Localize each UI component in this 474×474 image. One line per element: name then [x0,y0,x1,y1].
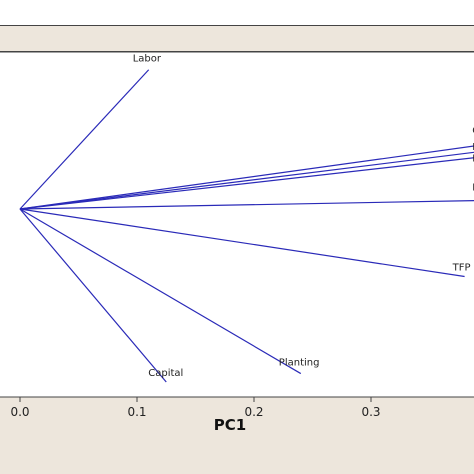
vector-line-ma [19,200,474,210]
x-tick-label: 0.0 [10,405,29,419]
vector-label-pro: Pro [472,154,474,165]
x-tick-label: 0.3 [361,405,380,419]
vector-label-labor: Labor [133,54,162,65]
chart-title-bar [0,25,474,52]
x-tick-label: 0.1 [127,405,146,419]
vector-line-pro [19,157,474,210]
x-axis-title: PC1 [214,416,246,434]
vector-label-ca: Ca [472,126,474,137]
vector-line-tfp [19,208,465,278]
vector-label-planting: Planting [279,358,320,369]
vector-label-ma: Ma [472,183,474,194]
plot-area [0,51,474,398]
vector-line-ca [19,145,474,210]
x-tick-label: 0.2 [244,405,263,419]
vector-label-har: Har [472,142,474,153]
vector-label-capital: Capital [148,368,183,379]
top-margin [0,0,474,25]
x-axis-ticks: 0.0 0.1 0.2 0.3 [10,397,381,419]
loading-vectors [19,69,474,383]
vector-line-planting [19,208,302,375]
vector-line-capital [19,208,167,383]
vector-line-labor [19,69,150,210]
vector-label-tfp: TFP [452,263,471,274]
vector-line-har [19,151,474,210]
vector-labels: Labor Ca HarPro Ma TFP Planting Capital [133,54,474,379]
